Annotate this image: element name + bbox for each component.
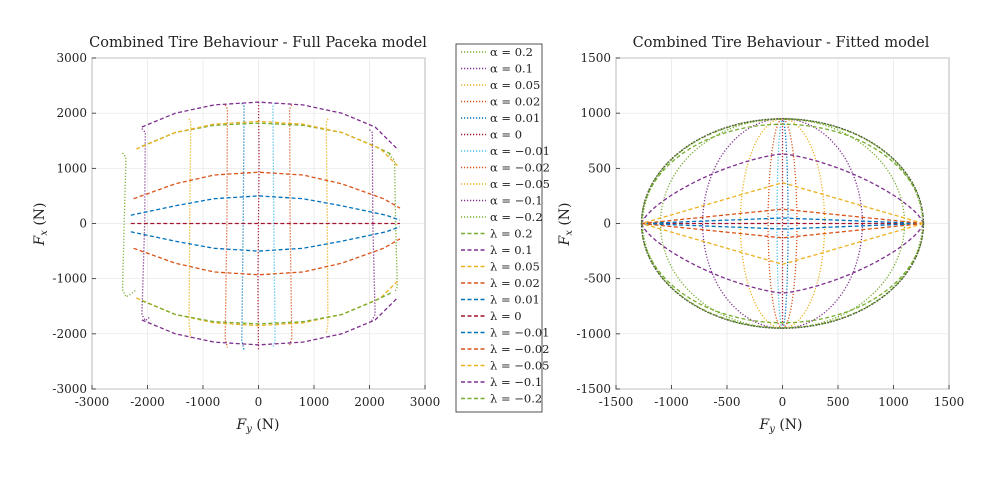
right-x-tick-label: 0 <box>779 395 787 409</box>
right-lambda-curve-2-neg <box>641 222 924 239</box>
legend-label-18: λ = −0.02 <box>490 342 549 356</box>
right-x-tick-label: 500 <box>827 395 850 409</box>
left-y-tick-label: 3000 <box>56 51 87 65</box>
right-alpha-curve-2-pos <box>782 118 798 329</box>
right-lambda-curve-1-pos <box>641 217 924 225</box>
legend-label-6: α = −0.01 <box>490 144 550 158</box>
left-series-line-14 <box>133 171 401 209</box>
left-series-line-12 <box>141 101 398 150</box>
left-y-tick-label: 2000 <box>56 106 87 120</box>
left-x-tick-label: -3000 <box>75 395 110 409</box>
legend-label-10: α = −0.2 <box>490 210 543 224</box>
right-x-axis-label: Fy (N) <box>759 417 803 435</box>
right-alpha-curve-2-neg <box>767 118 783 329</box>
legend-label-7: α = −0.02 <box>490 161 550 175</box>
legend-label-9: α = −0.1 <box>490 194 543 208</box>
legend-label-17: λ = −0.01 <box>490 326 549 340</box>
legend-label-19: λ = −0.05 <box>490 359 549 373</box>
left-series-line-13 <box>136 120 398 167</box>
legend-label-21: λ = −0.2 <box>490 392 542 406</box>
left-series-line-18 <box>133 238 401 276</box>
legend-label-20: λ = −0.1 <box>490 375 542 389</box>
left-series-line-15 <box>130 195 401 221</box>
right-chart: Combined Tire Behaviour - Fitted model -… <box>557 35 964 435</box>
legend-box <box>455 43 543 413</box>
right-y-tick-label: 1500 <box>580 51 611 65</box>
left-series-line-1 <box>141 128 151 322</box>
left-series-line-5 <box>257 102 260 351</box>
right-x-tick-label: -1000 <box>654 395 689 409</box>
left-series <box>121 101 401 351</box>
left-y-axis-label: Fx (N) <box>32 203 50 247</box>
legend: α = 0.2 α = 0.1 α = 0.05 α = 0.02 α = 0.01 α … <box>455 43 550 413</box>
right-lambda-curve-5-pos <box>640 123 925 224</box>
left-x-axis-label: Fy (N) <box>236 417 280 435</box>
left-chart: Combined Tire Behaviour - Full Paceka mo… <box>32 35 440 435</box>
right-envelope-ellipse <box>640 118 925 329</box>
legend-label-13: λ = 0.05 <box>490 260 540 274</box>
left-series-line-20 <box>141 297 398 346</box>
left-x-tick-label: 1000 <box>299 395 330 409</box>
legend-label-5: α = 0 <box>490 128 522 142</box>
right-y-axis-label: Fx (N) <box>557 203 575 247</box>
right-y-tick-label: 1000 <box>580 106 611 120</box>
legend-label-14: λ = 0.02 <box>490 276 540 290</box>
legend-label-3: α = 0.02 <box>490 95 540 109</box>
right-y-tick-label: 500 <box>588 161 611 175</box>
right-x-tick-label: 1500 <box>934 395 965 409</box>
right-lambda-curve-5-neg <box>640 223 925 324</box>
legend-label-4: α = 0.01 <box>490 111 540 125</box>
right-x-tick-label: 1000 <box>878 395 909 409</box>
left-y-tick-label: -3000 <box>52 382 87 396</box>
left-series-line-17 <box>130 226 401 252</box>
legend-label-11: λ = 0.2 <box>490 227 533 241</box>
left-x-tick-label: 3000 <box>410 395 441 409</box>
right-y-tick-label: -1500 <box>576 382 611 396</box>
left-series-line-0 <box>121 152 137 298</box>
right-alpha-curve-1-pos <box>782 118 789 329</box>
legend-label-8: α = −0.05 <box>490 177 550 191</box>
left-y-tick-label: 0 <box>79 217 87 231</box>
right-alpha-curve-4-neg <box>701 118 783 329</box>
right-y-tick-label: -1000 <box>576 327 611 341</box>
legend-label-15: λ = 0.01 <box>490 293 540 307</box>
right-series <box>640 118 925 329</box>
left-series-line-3 <box>224 104 229 348</box>
left-y-tick-label: -1000 <box>52 272 87 286</box>
left-ticks: -3000 -2000 -1000 0 1000 2000 3000 -3000 -2000 -1… <box>52 51 440 409</box>
left-x-tick-label: 0 <box>255 395 263 409</box>
legend-label-2: α = 0.05 <box>490 78 540 92</box>
legend-label-1: α = 0.1 <box>490 62 533 76</box>
legend-label-0: α = 0.2 <box>490 45 533 59</box>
right-alpha-curve-4-pos <box>782 118 864 329</box>
left-y-tick-label: 1000 <box>56 161 87 175</box>
right-ticks: -1500 -1000 -500 0 500 1000 1500 -1500 -1000 -500… <box>576 51 964 409</box>
right-lambda-curve-3-neg <box>641 222 924 265</box>
left-series-line-21 <box>141 291 392 325</box>
legend-label-12: λ = 0.1 <box>490 243 533 257</box>
right-alpha-curve-5-neg <box>659 118 783 329</box>
right-x-tick-label: -500 <box>714 395 741 409</box>
right-y-tick-label: -500 <box>584 272 611 286</box>
right-alpha-curve-5-pos <box>782 118 906 329</box>
left-y-tick-label: -2000 <box>52 327 87 341</box>
left-x-tick-label: 2000 <box>354 395 385 409</box>
right-y-tick-label: 0 <box>603 217 611 231</box>
right-lambda-curve-2-pos <box>641 208 924 225</box>
left-x-tick-label: -2000 <box>130 395 165 409</box>
left-x-tick-label: -1000 <box>186 395 221 409</box>
right-x-tick-label: -1500 <box>599 395 634 409</box>
left-chart-title: Combined Tire Behaviour - Full Paceka mo… <box>89 35 427 51</box>
right-lambda-curve-1-neg <box>641 222 924 230</box>
right-lambda-curve-3-pos <box>641 182 924 225</box>
right-chart-title: Combined Tire Behaviour - Fitted model <box>633 35 930 51</box>
legend-label-16: λ = 0 <box>490 309 522 323</box>
